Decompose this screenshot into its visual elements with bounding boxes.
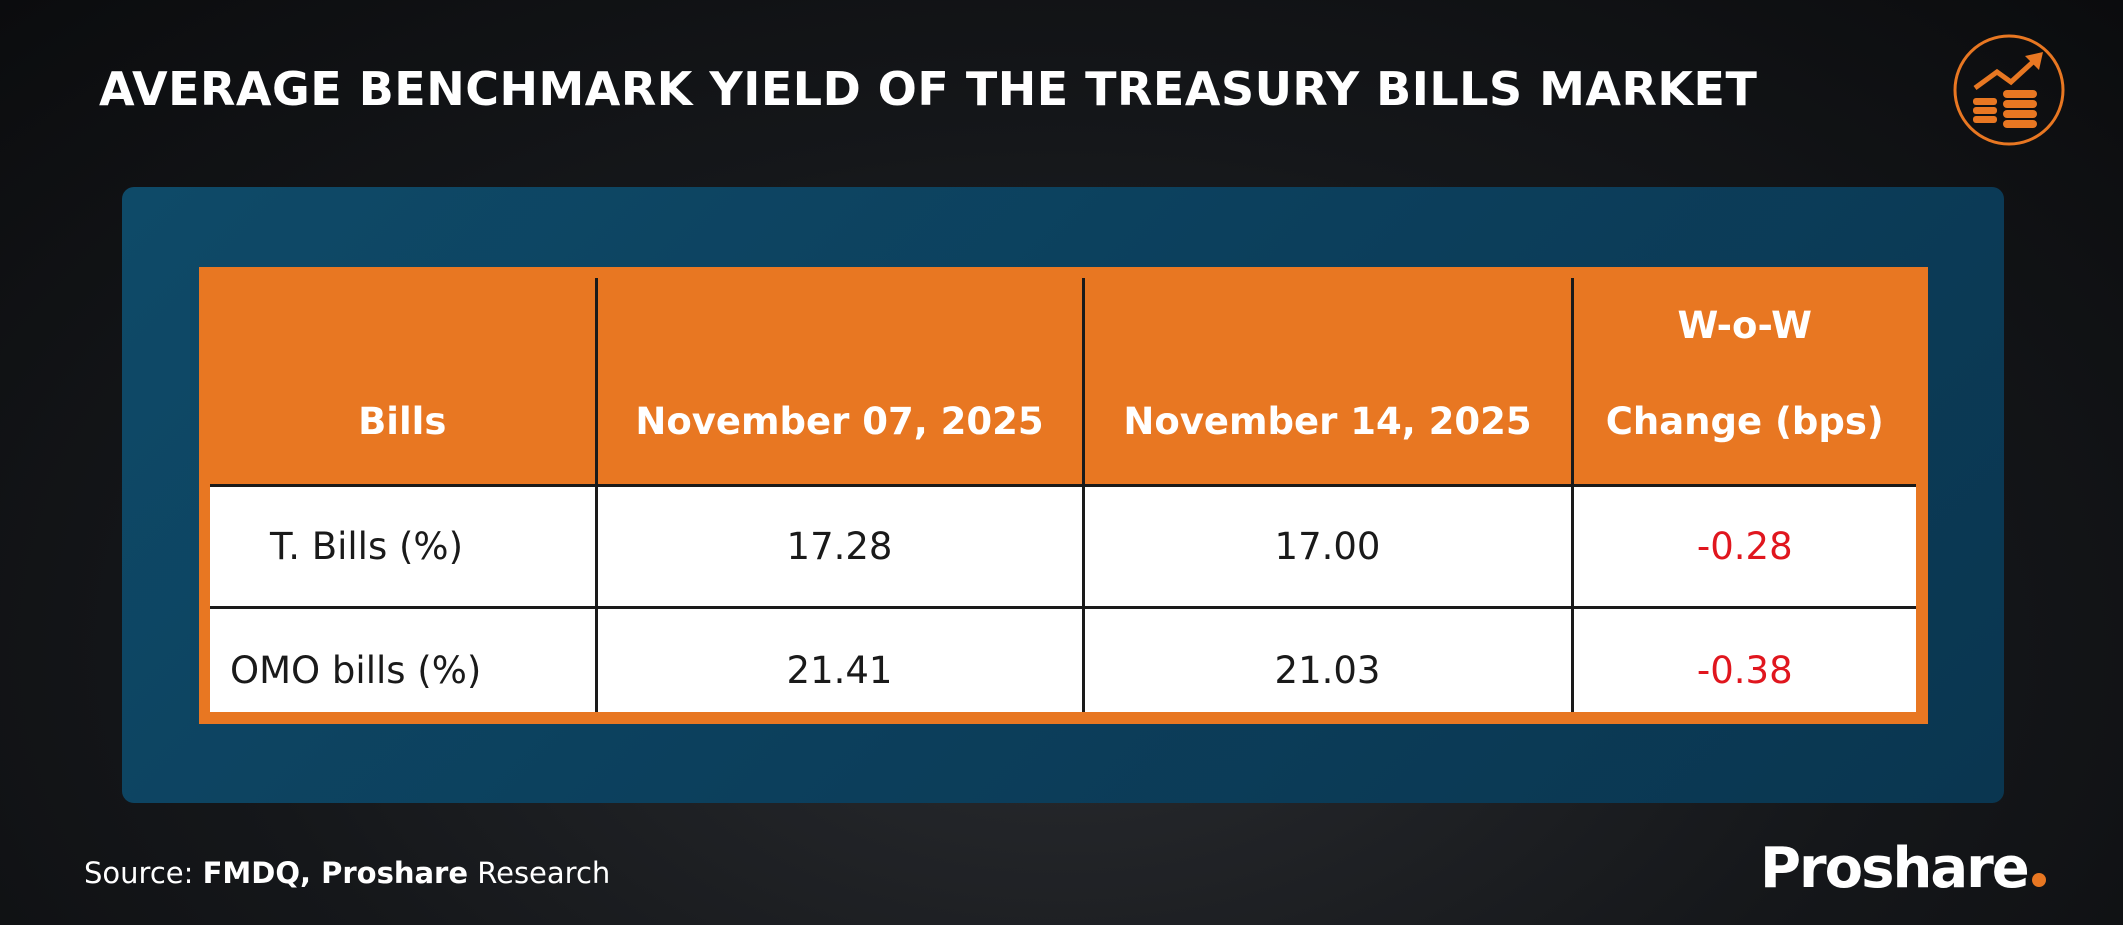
header-line: Change (bps) [1605, 400, 1884, 443]
title: AVERAGE BENCHMARK YIELD OF THE TREASURY … [99, 62, 1758, 116]
header-cell: November 07, 2025 [594, 278, 1083, 486]
header-cell: Bills [210, 278, 596, 486]
source: Source: FMDQ, Proshare Research [84, 856, 610, 890]
logo-text: Proshare [1760, 836, 2030, 901]
header-cell: November 14, 2025 [1081, 278, 1572, 486]
header-row: Bills November 07, 2025 November 14, 202… [210, 278, 1916, 486]
logo: Proshare [1760, 836, 2046, 901]
logo-dot [2031, 873, 2046, 887]
header-line: W-o-W [1677, 304, 1812, 347]
cell: 21.03 [1081, 606, 1572, 712]
cell: OMO bills (%) [210, 606, 596, 712]
source-bold: FMDQ, Proshare [202, 856, 469, 890]
cell: T. Bills (%) [210, 484, 596, 608]
cell: -0.38 [1570, 606, 1916, 712]
cell: 17.28 [594, 484, 1083, 608]
source-label: Source: [84, 856, 194, 890]
icon [1953, 34, 2065, 146]
header-cell: W-o-W Change (bps) [1570, 278, 1916, 486]
cell: 17.00 [1081, 484, 1572, 608]
cell: 21.41 [594, 606, 1083, 712]
cell: -0.28 [1570, 484, 1916, 608]
table: Bills November 07, 2025 November 14, 202… [210, 278, 1916, 712]
row: OMO bills (%) 21.41 21.03 -0.38 [210, 606, 1916, 712]
row: T. Bills (%) 17.28 17.00 -0.28 [210, 484, 1916, 608]
source-rest: Research [477, 856, 611, 890]
